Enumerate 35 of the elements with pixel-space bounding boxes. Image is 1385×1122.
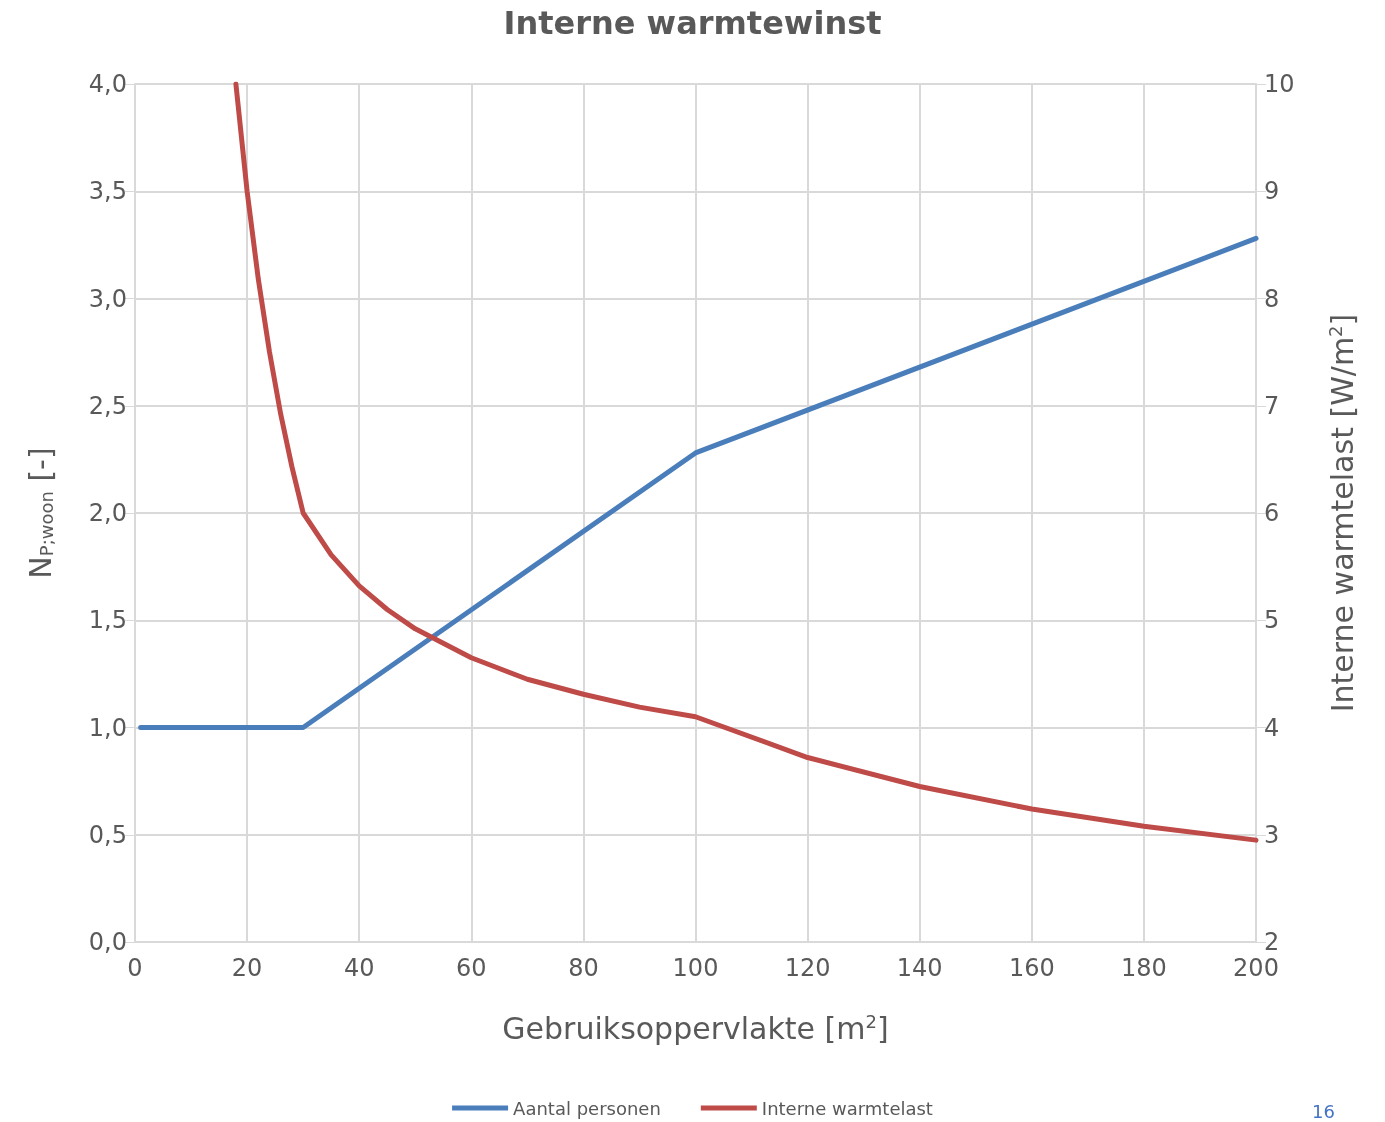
text: 16 (1312, 1100, 1335, 1122)
y-tick-label: 3,0 (88, 284, 127, 313)
x-tick-label: 20 (231, 954, 263, 982)
y-tick-label: 1,5 (88, 606, 127, 635)
y2-tick-label: 5 (1264, 606, 1280, 635)
y-tick-label: 4,0 (88, 70, 127, 98)
y2-tick-label: 10 (1264, 70, 1295, 98)
legend-label: Aantal personen (513, 1097, 661, 1119)
y-axis-title: NP;woon [-] (22, 447, 58, 579)
x-tick-label: 160 (1008, 954, 1055, 982)
y-tick-label: 1,0 (88, 713, 127, 742)
x-tick-label: 200 (1233, 954, 1279, 982)
y2-axis-title: Interne warmtelast [W/m2] (1324, 313, 1360, 713)
x-tick-label: 180 (1120, 954, 1167, 982)
legend-label: Interne warmtelast (761, 1097, 933, 1119)
y2-tick-label: 4 (1264, 713, 1280, 742)
x-tick-label: 0 (127, 954, 143, 982)
y-tick-label: 2,0 (88, 499, 127, 527)
y2-tick-label: 6 (1264, 499, 1280, 527)
y2-tick-label: 9 (1264, 177, 1280, 206)
x-tick-label: 40 (343, 954, 375, 982)
y2-tick-label: 3 (1264, 820, 1280, 849)
x-tick-label: 60 (456, 954, 487, 982)
y2-tick-label: 2 (1264, 928, 1280, 956)
x-tick-label: 120 (784, 954, 831, 982)
y-tick-label: 3,5 (88, 177, 127, 206)
x-tick-label: 100 (672, 954, 719, 982)
y-tick-label: 0,5 (88, 820, 127, 849)
y2-tick-label: 8 (1264, 284, 1280, 313)
y-tick-label: 2,5 (88, 391, 127, 420)
y-tick-label: 0,0 (88, 928, 127, 956)
chart-title: Interne warmtewinst (503, 4, 882, 42)
y2-tick-label: 7 (1264, 391, 1280, 420)
x-tick-label: 140 (896, 954, 943, 982)
x-tick-label: 80 (568, 954, 599, 982)
